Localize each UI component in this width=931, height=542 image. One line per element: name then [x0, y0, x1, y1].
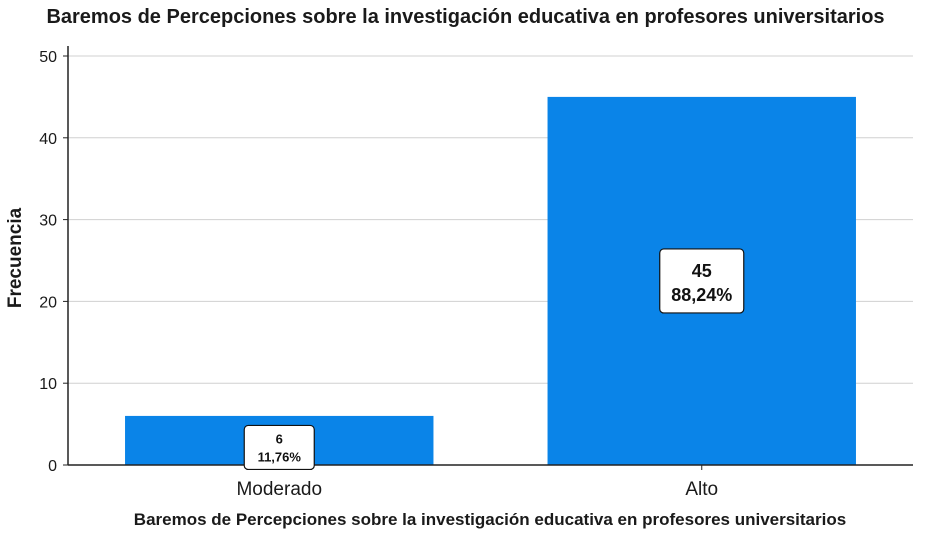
data-label-count: 6 [276, 431, 283, 446]
y-tick-labels: 0 10 20 30 40 50 [39, 49, 57, 475]
x-axis-label: Baremos de Percepciones sobre la investi… [133, 510, 847, 529]
data-label-box [243, 424, 315, 471]
bars [125, 96, 856, 466]
chart-title: Baremos de Percepciones sobre la investi… [46, 6, 885, 28]
x-tick-labels: Moderado Alto [236, 479, 718, 500]
y-tick-label: 0 [48, 458, 57, 475]
y-tick-label: 40 [39, 131, 57, 148]
y-tick-label: 10 [39, 376, 57, 393]
x-tick-label: Moderado [236, 479, 322, 500]
y-tick-label: 30 [39, 213, 57, 230]
data-label-percent: 88,24% [671, 285, 732, 305]
data-label-box [659, 248, 745, 314]
y-tick-label: 20 [39, 294, 57, 311]
x-tick-label: Alto [685, 479, 718, 500]
y-tick-label: 50 [39, 49, 57, 66]
data-labels: 6 11,76% 45 88,24% [243, 248, 745, 471]
data-label-count: 45 [692, 261, 712, 281]
data-label-percent: 11,76% [258, 449, 302, 464]
